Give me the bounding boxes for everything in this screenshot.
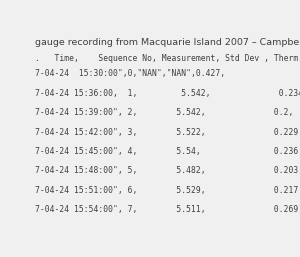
Text: 7-04-24 15:45:00", 4,        5.54,               0.236,  0.427,  12.92: 7-04-24 15:45:00", 4, 5.54, 0.236, 0.427… xyxy=(35,147,300,156)
Text: gauge recording from Macquarie Island 2007 – Campbell Logger: gauge recording from Macquarie Island 20… xyxy=(35,38,300,47)
Text: .   Time,    Sequence No, Measurement, Std Dev , Therm,  Battery Volta: . Time, Sequence No, Measurement, Std De… xyxy=(35,54,300,63)
Text: 7-04-24 15:54:00", 7,        5.511,              0.269,  0.427,  12.92: 7-04-24 15:54:00", 7, 5.511, 0.269, 0.42… xyxy=(35,205,300,214)
Text: 7-04-24 15:39:00", 2,        5.542,              0.2,    0.427,  12.92: 7-04-24 15:39:00", 2, 5.542, 0.2, 0.427,… xyxy=(35,108,300,117)
Text: 7-04-24 15:51:00", 6,        5.529,              0.217,  0.427,  12.92: 7-04-24 15:51:00", 6, 5.529, 0.217, 0.42… xyxy=(35,186,300,195)
Text: 7-04-24 15:42:00", 3,        5.522,              0.229,  0.427,  12.92: 7-04-24 15:42:00", 3, 5.522, 0.229, 0.42… xyxy=(35,128,300,137)
Text: 7-04-24  15:30:00",0,"NAN","NAN",0.427,                              12.92: 7-04-24 15:30:00",0,"NAN","NAN",0.427, 1… xyxy=(35,69,300,78)
Text: 7-04-24 15:48:00", 5,        5.482,              0.203,  0.427,  12.92: 7-04-24 15:48:00", 5, 5.482, 0.203, 0.42… xyxy=(35,166,300,175)
Text: 7-04-24 15:36:00,  1,         5.542,              0.234,  0.427,  12.91: 7-04-24 15:36:00, 1, 5.542, 0.234, 0.427… xyxy=(35,89,300,98)
